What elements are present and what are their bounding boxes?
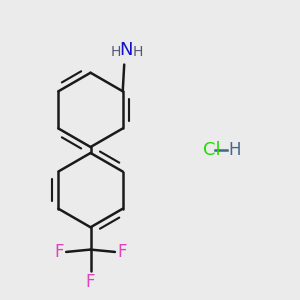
Text: F: F — [54, 243, 64, 261]
Text: N: N — [119, 41, 133, 59]
Text: F: F — [117, 243, 127, 261]
Text: F: F — [86, 273, 95, 291]
Text: H: H — [133, 46, 143, 59]
Text: H: H — [111, 46, 121, 59]
Text: Cl: Cl — [203, 141, 221, 159]
Text: H: H — [229, 141, 241, 159]
